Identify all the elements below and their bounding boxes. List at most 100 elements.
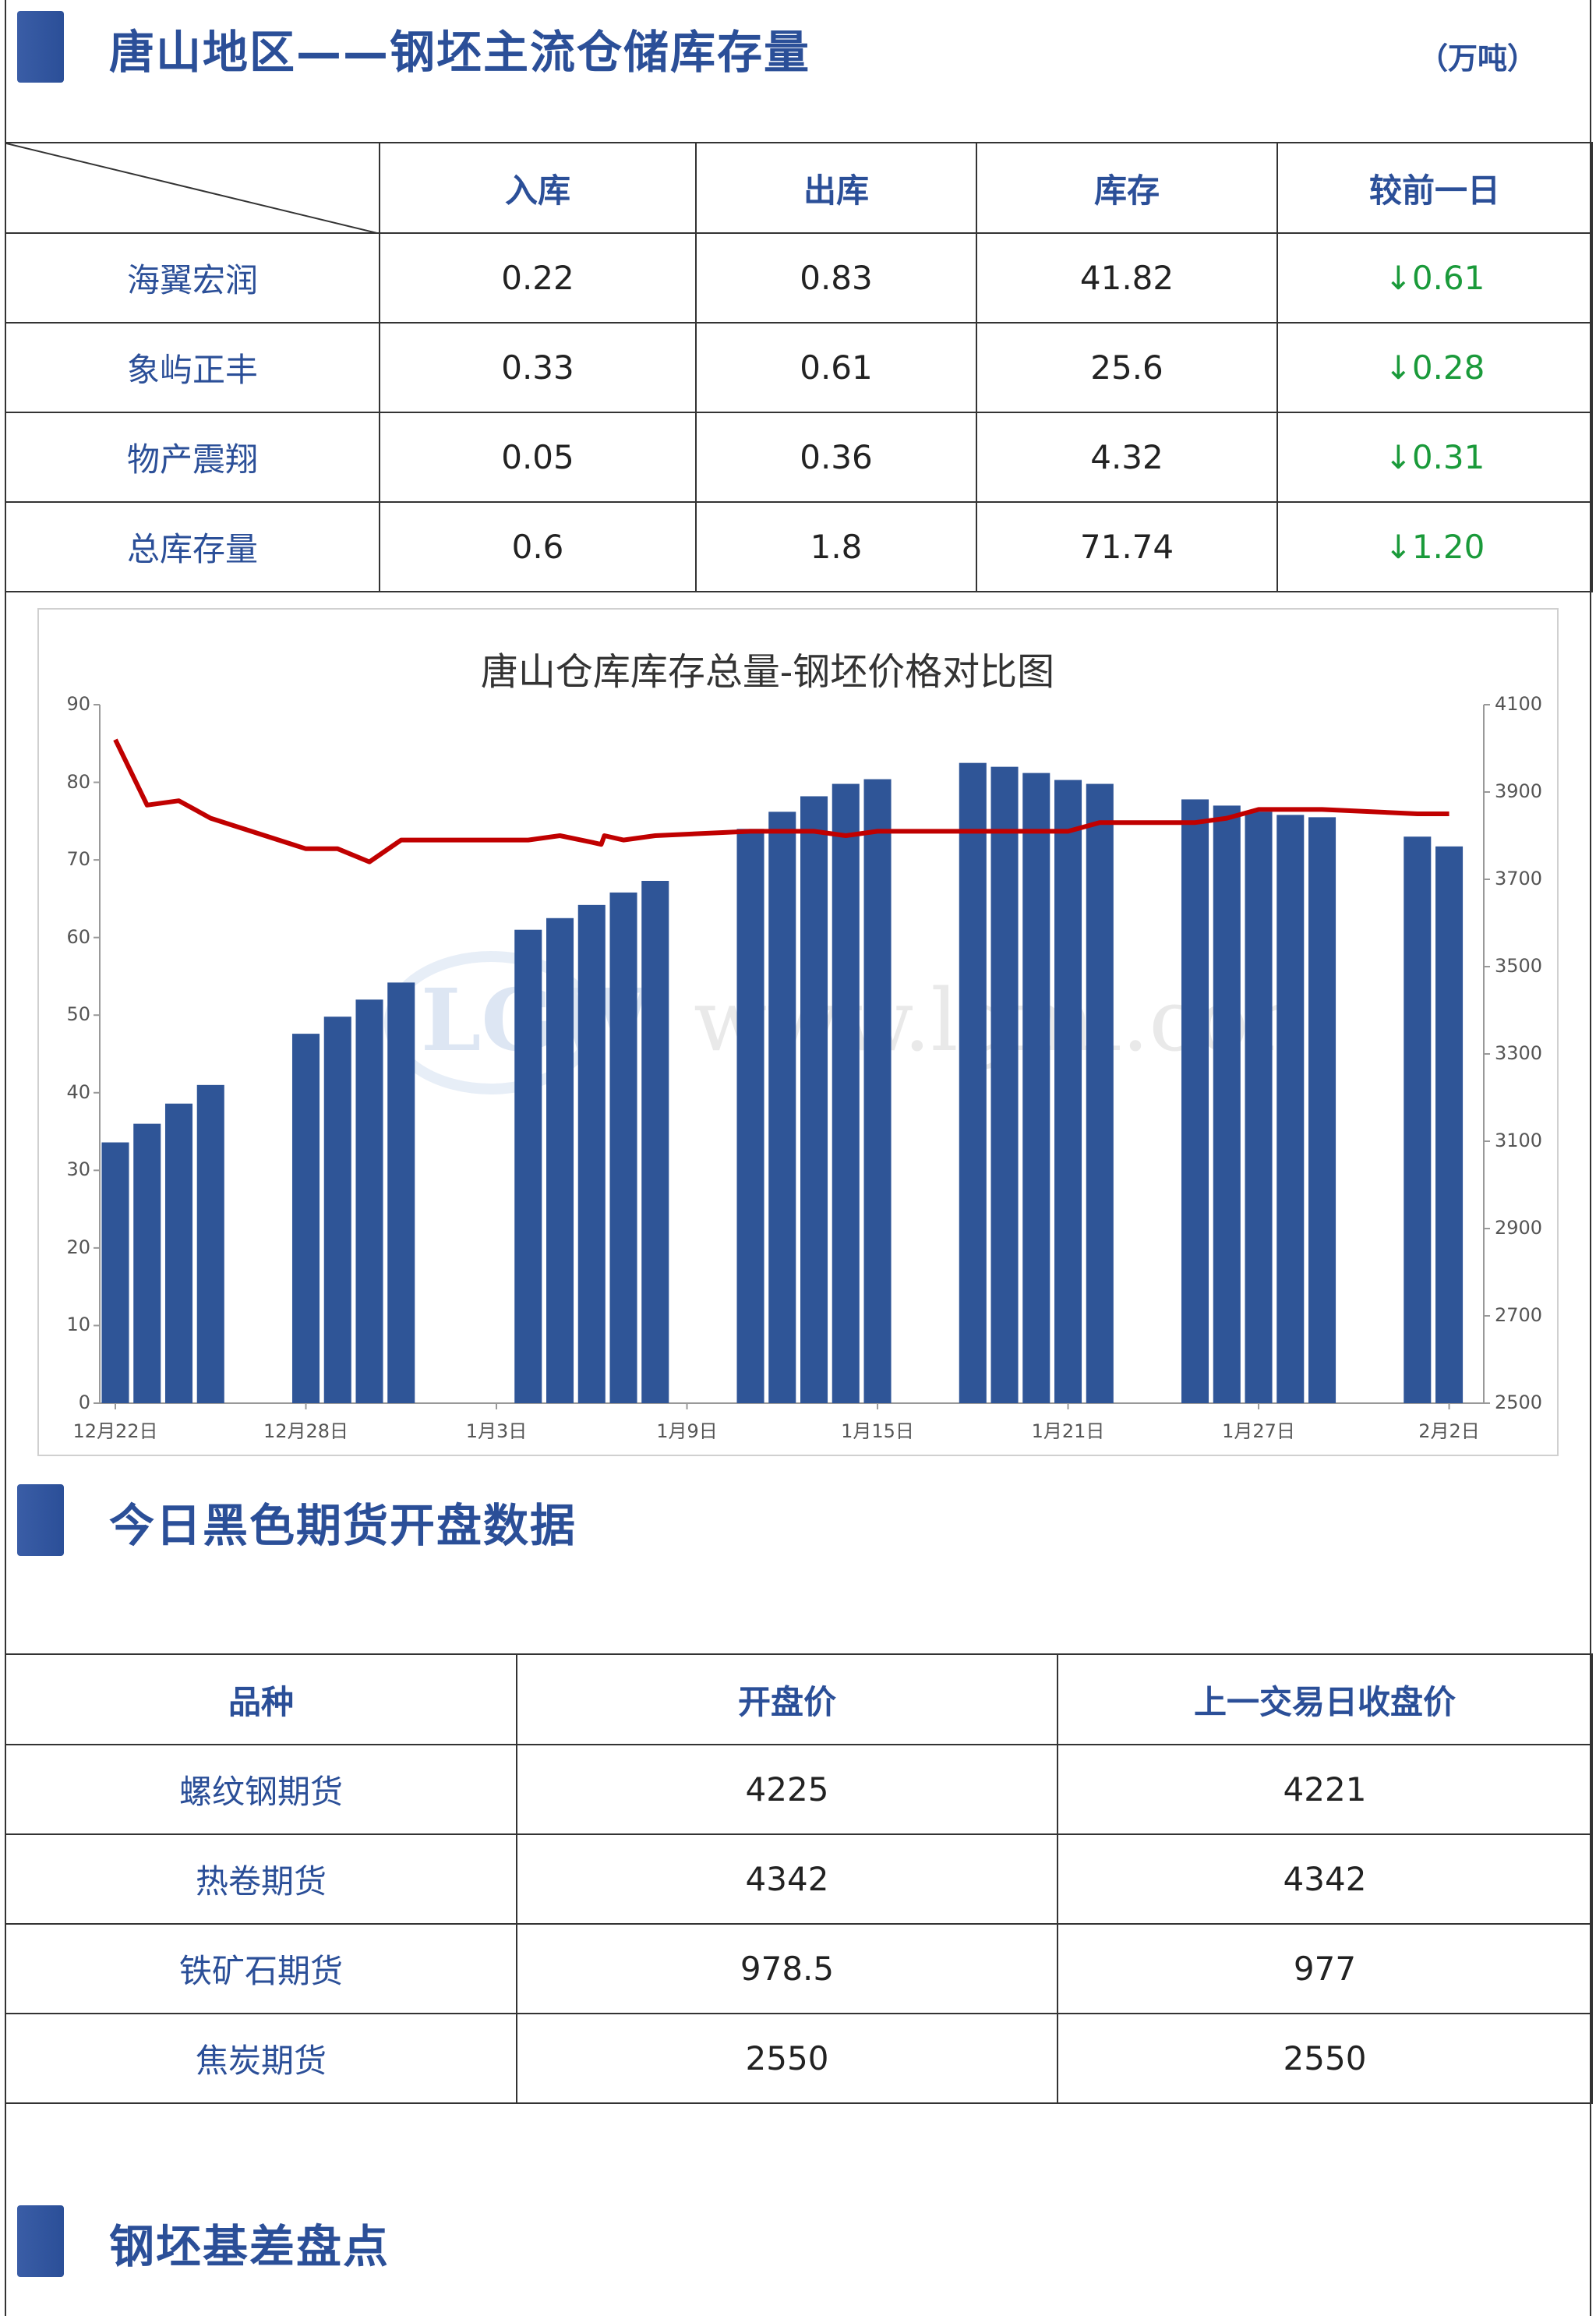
inventory-price-chart: 唐山仓库库存总量-钢坯价格对比图 LGW www.lgmi.com 010203… [37,608,1559,1456]
table-row: 铁矿石期货 978.5 977 [5,1923,1593,2014]
cell-prev: 4221 [1057,1744,1593,1835]
chart-bar [1054,780,1082,1403]
cell-in: 0.22 [379,232,697,324]
header-variety: 品种 [5,1653,517,1745]
row-name: 海翼宏润 [5,232,380,324]
chart-bar [196,1084,224,1403]
cell-prev: 977 [1057,1923,1593,2014]
row-name: 象屿正丰 [5,322,380,413]
header-in: 入库 [379,142,697,234]
x-tick-label: 1月21日 [1031,1420,1105,1442]
cell-stock: 41.82 [976,232,1278,324]
cell-change: ↓1.20 [1276,501,1593,592]
cell-out: 0.36 [695,412,977,503]
y-tick-label-left: 20 [66,1236,90,1258]
table-row: 海翼宏润 0.22 0.83 41.82 ↓0.61 [5,232,1593,324]
header-change: 较前一日 [1276,142,1593,234]
inventory-header-row: 入库 出库 库存 较前一日 [5,142,1593,234]
y-tick-label-right: 3700 [1495,868,1543,889]
cell-open: 2550 [516,2013,1058,2104]
chart-bar [832,783,860,1403]
chart-bar [514,929,542,1403]
chart-bar [1181,799,1209,1403]
frame-left-border [5,0,6,2316]
chart-bar [1435,846,1464,1403]
header-out: 出库 [695,142,977,234]
row-name: 铁矿石期货 [5,1923,517,2014]
y-tick-label-left: 60 [66,925,90,948]
inventory-table: 入库 出库 库存 较前一日 海翼宏润 0.22 0.83 41.82 ↓0.61… [5,142,1593,592]
section-header-basis: 钢坯基差盘点 [5,2194,1591,2280]
x-tick-label: 1月3日 [465,1420,528,1442]
chart-bar [863,779,892,1403]
section-header-futures: 今日黑色期货开盘数据 [5,1473,1591,1559]
y-tick-label-left: 80 [66,770,90,793]
section-title-inventory: 唐山地区——钢坯主流仓储库存量 [109,26,811,79]
price-line [113,738,1449,865]
futures-header-row: 品种 开盘价 上一交易日收盘价 [5,1653,1593,1745]
y-tick-label-left: 90 [66,693,90,715]
section-marker-icon [17,11,64,83]
x-tick-label: 2月2日 [1418,1420,1480,1442]
row-name: 总库存量 [5,501,380,592]
diagonal-line [7,144,374,232]
chart-title: 唐山仓库库存总量-钢坯价格对比图 [480,650,1055,694]
table-row: 热卷期货 4342 4342 [5,1833,1593,1925]
table-row: 象屿正丰 0.33 0.61 25.6 ↓0.28 [5,322,1593,413]
section-title-futures: 今日黑色期货开盘数据 [109,1499,577,1552]
chart-bar [1276,815,1305,1403]
chart-bar [577,904,606,1403]
cell-prev: 4342 [1057,1833,1593,1925]
chart-bar [1213,805,1241,1403]
cell-change: ↓0.28 [1276,322,1593,413]
cell-open: 4225 [516,1744,1058,1835]
chart-bar [355,999,383,1403]
diagonal-corner-cell [5,142,380,234]
cell-out: 1.8 [695,501,977,592]
header-open: 开盘价 [516,1653,1058,1745]
y-tick-label-left: 10 [66,1314,90,1336]
section-title-basis: 钢坯基差盘点 [109,2220,390,2273]
chart-bar [1086,783,1114,1403]
chart-bar [101,1142,129,1403]
futures-table: 品种 开盘价 上一交易日收盘价 螺纹钢期货 4225 4221 热卷期货 434… [5,1653,1593,2104]
cell-out: 0.61 [695,322,977,413]
chart-bar [1404,836,1432,1403]
chart-bar [990,766,1019,1403]
header-stock: 库存 [976,142,1278,234]
chart-bar [1022,773,1050,1403]
section-marker-icon [17,1484,64,1556]
y-tick-label-right: 4100 [1495,693,1543,715]
y-tick-label-right: 3300 [1495,1042,1543,1064]
x-tick-label: 1月9日 [656,1420,718,1442]
section-marker-icon [17,2205,64,2277]
y-tick-label-right: 3900 [1495,780,1543,802]
cell-open: 978.5 [516,1923,1058,2014]
cell-in: 0.33 [379,322,697,413]
cell-out: 0.83 [695,232,977,324]
y-tick-label-right: 2500 [1495,1391,1543,1413]
cell-open: 4342 [516,1833,1058,1925]
y-tick-label-right: 3100 [1495,1130,1543,1151]
chart-bar [1245,811,1273,1403]
cell-change: ↓0.61 [1276,232,1593,324]
chart-svg [94,704,1490,1409]
chart-bar [291,1034,320,1403]
chart-bar [546,918,574,1403]
chart-bar [323,1017,351,1403]
y-tick-label-right: 2900 [1495,1217,1543,1239]
chart-bar [1308,817,1336,1403]
row-name: 热卷期货 [5,1833,517,1925]
frame-right-border [1590,0,1591,2316]
chart-bar [164,1103,193,1403]
chart-bar [641,880,669,1403]
chart-bar [959,762,987,1403]
chart-bar [609,892,637,1403]
cell-stock: 4.32 [976,412,1278,503]
row-name: 焦炭期货 [5,2013,517,2104]
table-row: 螺纹钢期货 4225 4221 [5,1744,1593,1835]
chart-bar [768,811,796,1403]
table-row-total: 总库存量 0.6 1.8 71.74 ↓1.20 [5,501,1593,592]
cell-change: ↓0.31 [1276,412,1593,503]
x-tick-label: 1月15日 [841,1420,914,1442]
